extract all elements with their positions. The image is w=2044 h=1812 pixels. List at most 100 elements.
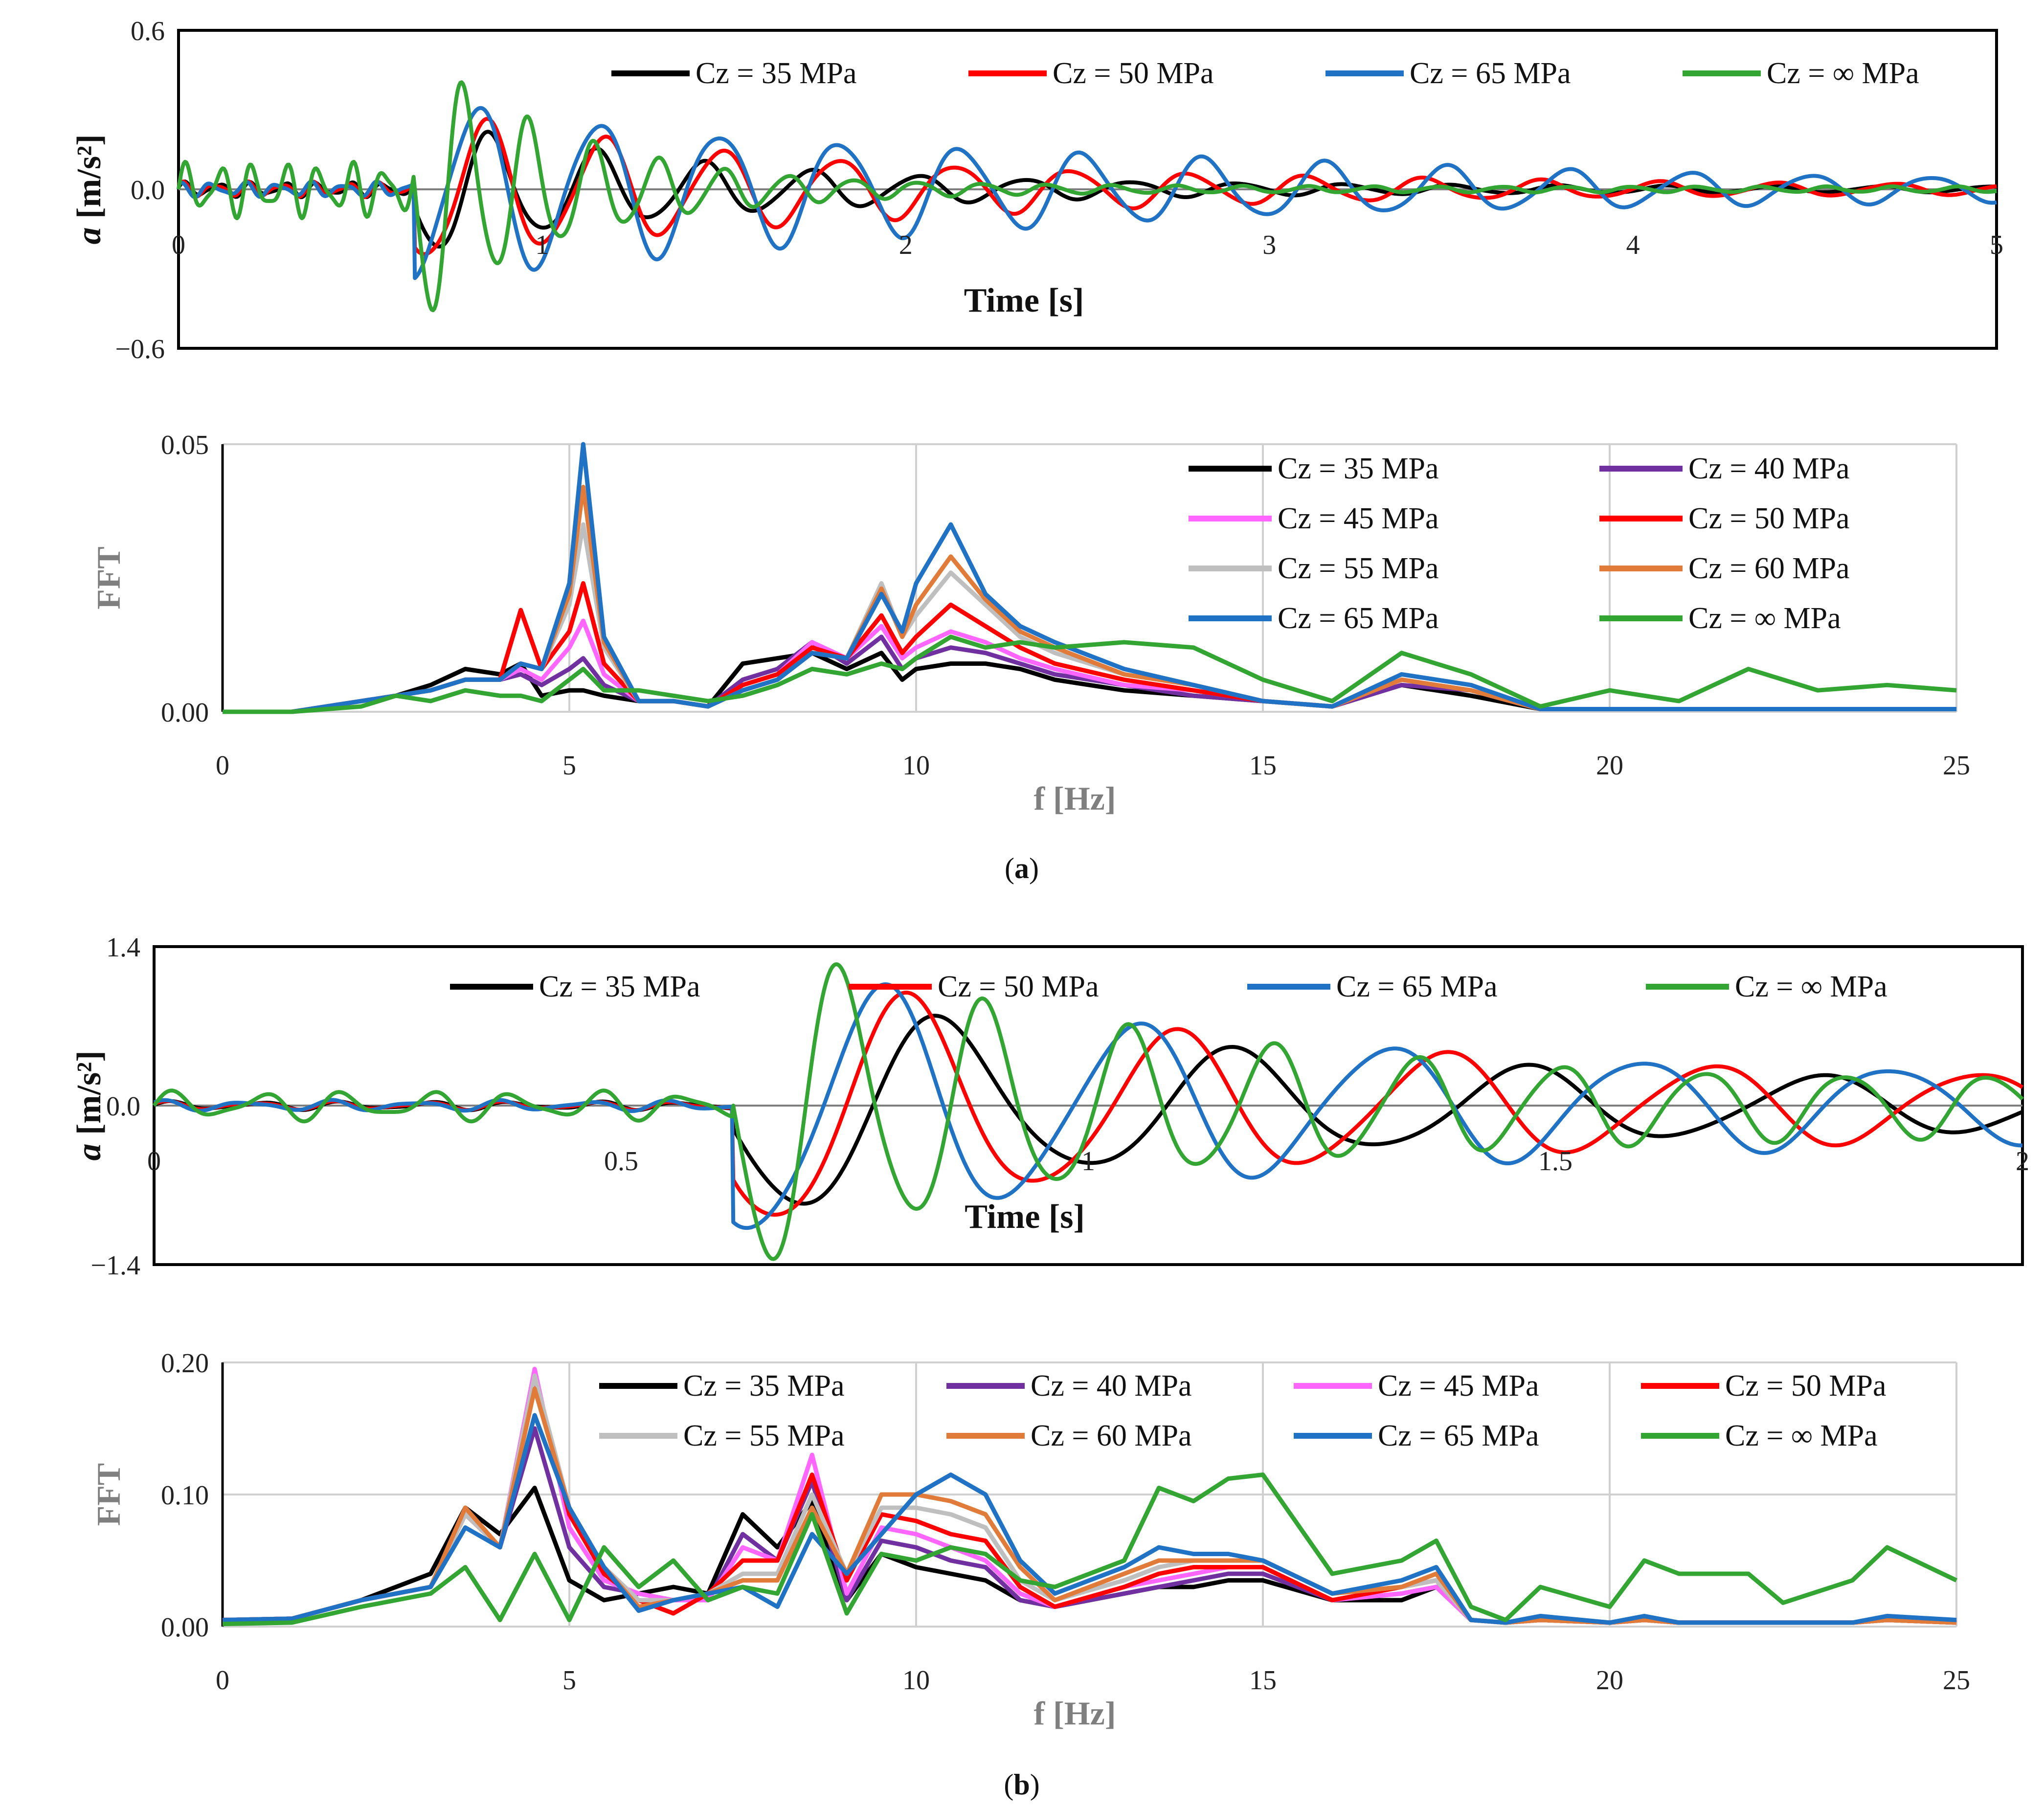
x-tick-label: 2 xyxy=(899,230,913,260)
series-line-cz45 xyxy=(222,1367,1957,1625)
series-line-cz35 xyxy=(222,1486,1957,1625)
series-line-cz40 xyxy=(223,634,1956,714)
x-tick-label: 1 xyxy=(1081,1146,1095,1177)
series-line-czinf xyxy=(177,80,1998,313)
legend-label: Cz = 65 MPa xyxy=(1278,602,1438,635)
x-tick-label: 25 xyxy=(1943,1665,1970,1696)
x-tick-label: 5 xyxy=(562,750,576,781)
y-tick-label: 0.0 xyxy=(106,1091,140,1122)
caption-close: ) xyxy=(1030,1768,1040,1801)
x-tick-label: 10 xyxy=(902,1665,930,1696)
y-tick-label: 0.20 xyxy=(161,1348,209,1379)
x-tick-label: 3 xyxy=(1262,230,1276,260)
legend-label: Cz = 60 MPa xyxy=(1031,1419,1191,1452)
x-tick-label: 10 xyxy=(902,750,930,781)
y-axis-title: a [m/s²] xyxy=(70,1050,108,1160)
x-tick-label: 0 xyxy=(216,1665,229,1696)
legend-label: Cz = 45 MPa xyxy=(1278,502,1438,535)
figure-caption-a: (a) xyxy=(1005,852,1039,884)
x-tick-label: 2 xyxy=(2016,1146,2029,1177)
legend: Cz = 35 MPa Cz = 40 MPa Cz = 45 MPa Cz = 50… xyxy=(1189,452,1849,635)
x-tick-label: 5 xyxy=(562,1665,576,1696)
legend-label: Cz = 65 MPa xyxy=(1336,970,1497,1003)
legend-label: Cz = 35 MPa xyxy=(683,1369,844,1403)
y-axis-unit: [m/s²] xyxy=(70,134,108,227)
x-tick-label: 0 xyxy=(147,1146,161,1177)
y-axis-variable: a xyxy=(70,227,108,245)
legend-label: Cz = ∞ MPa xyxy=(1735,970,1887,1003)
caption-open: ( xyxy=(1004,1768,1013,1801)
x-axis-title: f [Hz] xyxy=(1033,1695,1116,1732)
series-line-czinf xyxy=(222,1472,1957,1627)
series-line-cz65 xyxy=(222,1413,1957,1625)
x-tick-label: 15 xyxy=(1249,750,1277,781)
x-tick-label: 0.5 xyxy=(604,1146,638,1177)
chart-b_time: 0 0.5 1 1.5 2 1.4 0.0 −1.4 Time [s] a [m/s²] Cz = … xyxy=(70,932,2029,1281)
y-axis-variable: a xyxy=(70,1144,108,1161)
x-tick-label: 1 xyxy=(535,230,549,260)
legend-label: Cz = 40 MPa xyxy=(1031,1369,1191,1403)
y-axis-unit: [m/s²] xyxy=(70,1050,108,1143)
x-tick-label: 20 xyxy=(1596,1665,1623,1696)
y-tick-label: 0.05 xyxy=(161,430,209,460)
x-axis-title: f [Hz] xyxy=(1033,780,1116,817)
series-line-czinf xyxy=(223,634,1957,714)
caption-close: ) xyxy=(1029,852,1039,884)
x-tick-label: 1.5 xyxy=(1538,1146,1572,1177)
legend-label: Cz = 50 MPa xyxy=(938,970,1099,1003)
legend-label: Cz = 55 MPa xyxy=(1278,552,1438,585)
series-line-cz35 xyxy=(177,130,1998,249)
y-tick-label: 0.00 xyxy=(161,1612,209,1643)
y-tick-label: 1.4 xyxy=(106,932,140,963)
x-tick-label: 5 xyxy=(1990,230,2003,260)
figure-caption-b: (b) xyxy=(1004,1768,1039,1801)
caption-letter: a xyxy=(1014,852,1029,884)
chart-b_fft: 0 5 10 15 20 25 0.20 0.10 0.00 f [Hz] FFT Cz = 35 M… xyxy=(90,1348,1970,1732)
legend-label: Cz = 50 MPa xyxy=(1053,57,1213,90)
y-axis-title: FFT xyxy=(90,1463,127,1526)
legend-label: Cz = 50 MPa xyxy=(1725,1369,1886,1403)
y-tick-label: −1.4 xyxy=(90,1250,140,1281)
caption-open: ( xyxy=(1005,852,1014,884)
legend-label: Cz = 35 MPa xyxy=(539,970,700,1003)
legend-label: Cz = 55 MPa xyxy=(683,1419,844,1452)
series-line-cz65 xyxy=(223,442,1956,714)
legend-label: Cz = ∞ MPa xyxy=(1725,1419,1878,1452)
y-tick-label: 0.10 xyxy=(161,1480,209,1511)
y-tick-label: 0.0 xyxy=(131,175,165,205)
y-axis-title: FFT xyxy=(90,546,127,609)
legend-label: Cz = 50 MPa xyxy=(1688,502,1849,535)
caption-letter: b xyxy=(1013,1768,1030,1801)
y-axis-title: a [m/s²] xyxy=(70,134,108,244)
legend-label: Cz = ∞ MPa xyxy=(1767,57,1919,90)
legend-label: Cz = 60 MPa xyxy=(1688,552,1849,585)
series-line-cz65 xyxy=(177,106,1998,280)
x-axis-title: Time [s] xyxy=(964,282,1084,319)
y-tick-label: −0.6 xyxy=(115,334,165,364)
chart-a_time: 0 1 2 3 4 5 0.6 0.0 −0.6 Time [s] a [m/s²] Cz = 35 … xyxy=(70,16,2003,364)
x-tick-label: 0 xyxy=(216,750,229,781)
x-axis-title: Time [s] xyxy=(965,1198,1085,1236)
x-tick-label: 4 xyxy=(1626,230,1640,260)
legend-label: Cz = 35 MPa xyxy=(696,57,856,90)
legend: Cz = 35 MPa Cz = 50 MPa Cz = 65 MPa Cz = ∞ … xyxy=(611,57,1919,90)
x-tick-label: 15 xyxy=(1249,1665,1277,1696)
legend-label: Cz = 65 MPa xyxy=(1378,1419,1539,1452)
legend: Cz = 35 MPa Cz = 40 MPa Cz = 45 MPa Cz = 50… xyxy=(599,1369,1886,1452)
legend: Cz = 35 MPa Cz = 50 MPa Cz = 65 MPa Cz = ∞ … xyxy=(450,970,1887,1003)
series-line-czinf xyxy=(152,962,2024,1261)
legend-label: Cz = 65 MPa xyxy=(1410,57,1571,90)
x-tick-label: 25 xyxy=(1943,750,1970,781)
legend-label: Cz = 40 MPa xyxy=(1688,452,1849,485)
x-tick-label: 0 xyxy=(172,230,185,260)
x-tick-label: 20 xyxy=(1596,750,1623,781)
legend-label: Cz = 35 MPa xyxy=(1278,452,1438,485)
legend-label: Cz = 45 MPa xyxy=(1378,1369,1539,1403)
series-line-cz65 xyxy=(153,982,2023,1230)
series-line-cz50 xyxy=(177,116,1998,256)
legend-label: Cz = ∞ MPa xyxy=(1688,602,1841,635)
y-tick-label: 0.6 xyxy=(131,16,165,46)
y-tick-label: 0.00 xyxy=(161,698,209,728)
